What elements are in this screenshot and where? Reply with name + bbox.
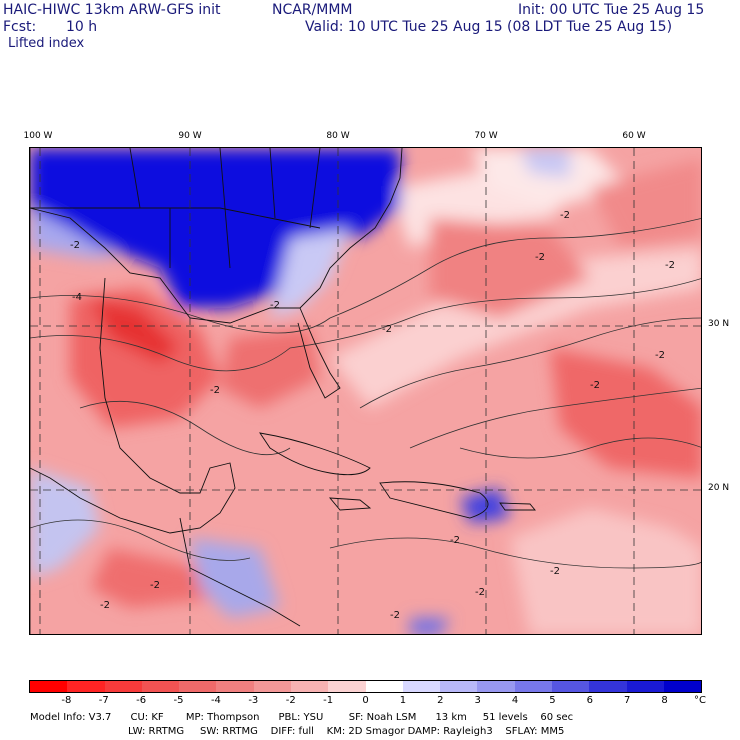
contour-label: -2 [270,300,280,311]
contour-label: -2 [70,240,80,251]
organization-label: NCAR/MMM [272,2,353,18]
colorbar-swatch [626,681,664,692]
lon-label: 100 W [23,131,53,141]
colorbar-swatch [365,681,403,692]
contour-label: -2 [655,350,665,361]
lon-label: 70 W [474,131,498,141]
model-info-line2: LW: RRTMG SW: RRTMG DIFF: full KM: 2D Sm… [128,726,565,737]
lifted-index-map: -2 -2 -2 -2 -2 -2 -2 -2 -4 -2 -2 -2 -2 -… [29,147,702,635]
model-info-line1: Model Info: V3.7 CU: KF MP: Thompson PBL… [30,712,574,723]
colorbar [29,680,702,693]
lon-label: 80 W [326,131,350,141]
colorbar-tick-label: 2 [437,695,444,706]
lon-label: 90 W [178,131,202,141]
colorbar-tick-label: 8 [661,695,668,706]
colorbar-swatch [328,681,366,692]
colorbar-swatch [67,681,105,692]
colorbar-swatch [477,681,515,692]
colorbar-swatch [141,681,180,692]
coastlines [30,148,536,634]
forecast-label: Fcst: [3,19,37,35]
contour-label: -2 [450,535,460,546]
lat-label: 20 N [708,483,730,493]
colorbar-tick-label: -1 [323,695,334,706]
colorbar-swatch [589,681,627,692]
colorbar-tick-label: -2 [285,695,296,706]
contour-label: -2 [210,385,220,396]
colorbar-tick-label: -5 [173,695,184,706]
colorbar-unit: °C [694,695,706,706]
colorbar-tick-label: -6 [136,695,147,706]
contour-label: -2 [100,600,110,611]
contour-label: -4 [72,292,82,303]
contour-label: -2 [150,580,160,591]
colorbar-tick-label: 4 [511,695,519,706]
colorbar-swatch [30,681,68,692]
contour-label: -2 [390,610,400,621]
contour-label: -2 [560,210,570,221]
colorbar-swatch [514,681,552,692]
contour-label-group: -2 -2 -2 -2 -2 -2 -2 -2 -4 -2 -2 -2 -2 -… [70,210,675,621]
map-canvas: -2 -2 -2 -2 -2 -2 -2 -2 -4 -2 -2 -2 -2 -… [30,148,701,634]
lat-label: 30 N [708,319,730,329]
colorbar-tick-label: -7 [98,695,109,706]
field-name: Lifted index [8,36,85,51]
contour-label: -2 [665,260,675,271]
model-title: HAIC-HIWC 13km ARW-GFS init [3,2,221,18]
colorbar-swatch [663,681,702,692]
colorbar-swatch [253,681,291,692]
colorbar-swatch [290,681,329,692]
lon-label: 60 W [622,131,646,141]
contour-lines [30,218,701,569]
contour-label: -2 [550,566,560,577]
colorbar-tick-label: -8 [61,695,72,706]
contour-label: -2 [475,587,485,598]
colorbar-tick-label: 6 [586,695,594,706]
contour-label: -2 [590,380,600,391]
colorbar-tick-label: -4 [210,695,221,706]
colorbar-tick-label: 5 [549,695,556,706]
colorbar-tick-label: 1 [399,695,407,706]
colorbar-swatch [402,681,441,692]
colorbar-tick-label: -3 [248,695,259,706]
valid-time: Valid: 10 UTC Tue 25 Aug 15 (08 LDT Tue … [305,19,673,35]
contour-label: -2 [382,324,392,335]
colorbar-swatch [179,681,217,692]
init-time: Init: 00 UTC Tue 25 Aug 15 [518,2,705,18]
colorbar-swatch [216,681,254,692]
colorbar-tick-label: 3 [474,695,481,706]
forecast-hour: 10 h [66,19,98,35]
colorbar-swatch [551,681,590,692]
field-shading [30,148,701,634]
contour-label: -2 [535,252,545,263]
colorbar-swatch [104,681,142,692]
colorbar-tick-label: 7 [624,695,631,706]
colorbar-swatch [440,681,478,692]
lat-lon-grid [30,148,701,634]
colorbar-tick-label: 0 [362,695,369,706]
